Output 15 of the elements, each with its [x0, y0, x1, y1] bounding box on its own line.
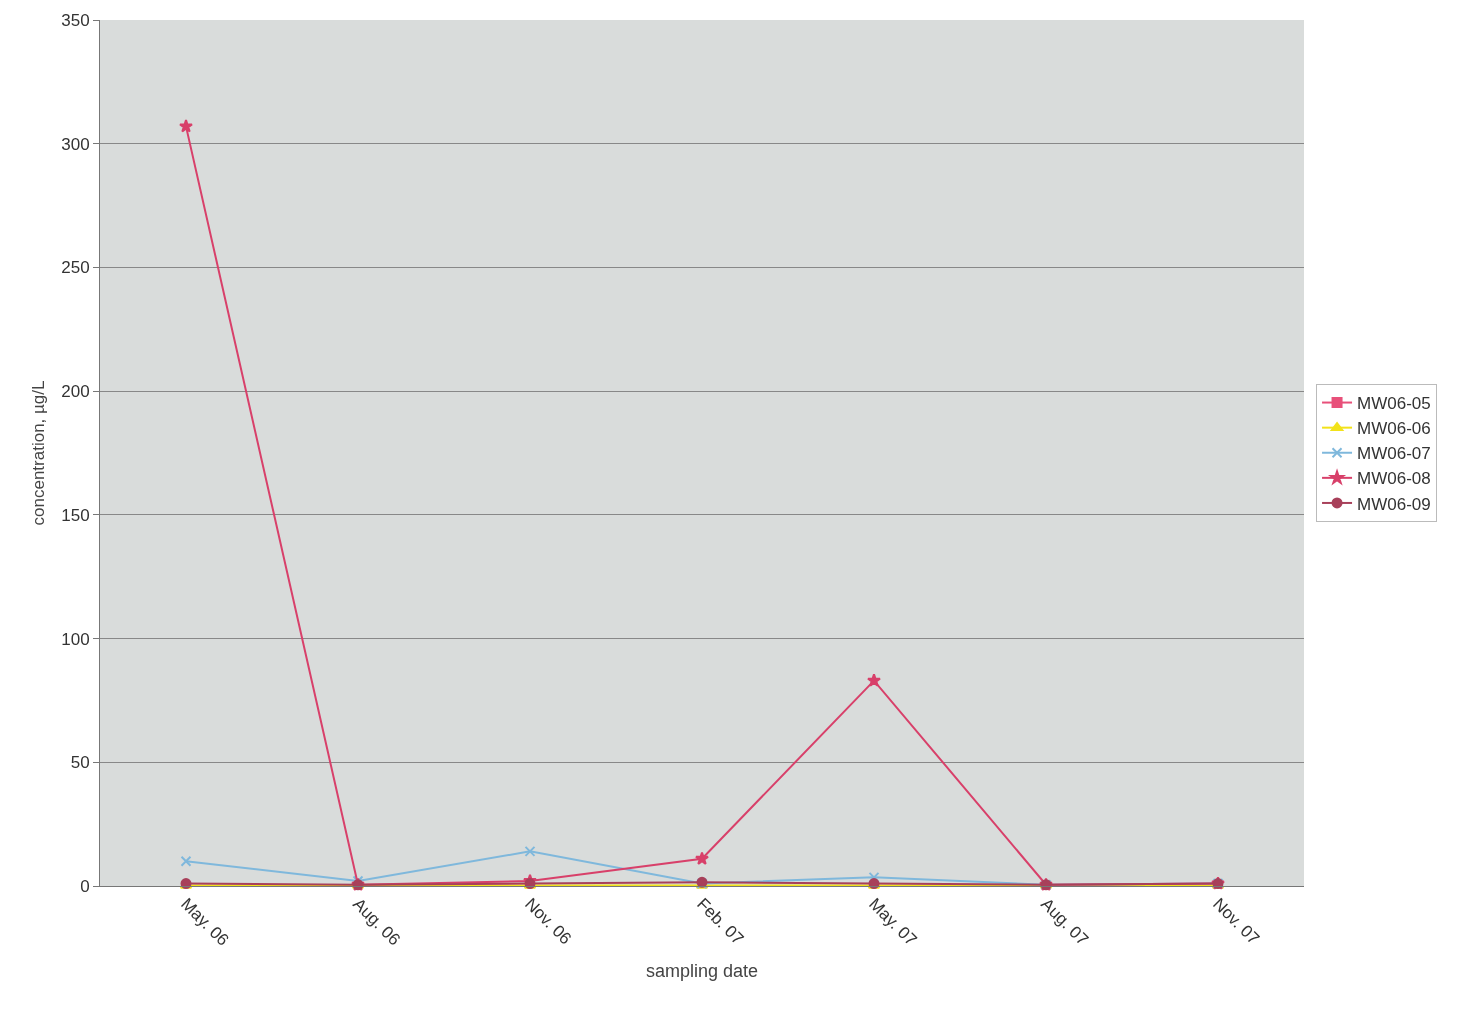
legend-label: MW06-05 — [1357, 394, 1431, 414]
y-tick-label: 200 — [61, 382, 90, 402]
legend-label: MW06-07 — [1357, 444, 1431, 464]
y-tick-label: 0 — [80, 876, 90, 896]
y-tick-label: 250 — [61, 258, 90, 278]
y-tick-label: 350 — [61, 10, 90, 30]
x-axis-title: sampling date — [645, 960, 759, 981]
legend-label: MW06-09 — [1357, 494, 1431, 514]
legend-label: MW06-06 — [1357, 419, 1431, 439]
y-tick-label: 300 — [61, 134, 90, 154]
legend-label: MW06-08 — [1357, 469, 1431, 489]
y-tick-label: 150 — [61, 505, 90, 525]
y-axis-title: concentration, µg/L — [28, 380, 48, 526]
y-tick-label: 100 — [61, 629, 90, 649]
y-tick-label: 50 — [70, 753, 90, 773]
